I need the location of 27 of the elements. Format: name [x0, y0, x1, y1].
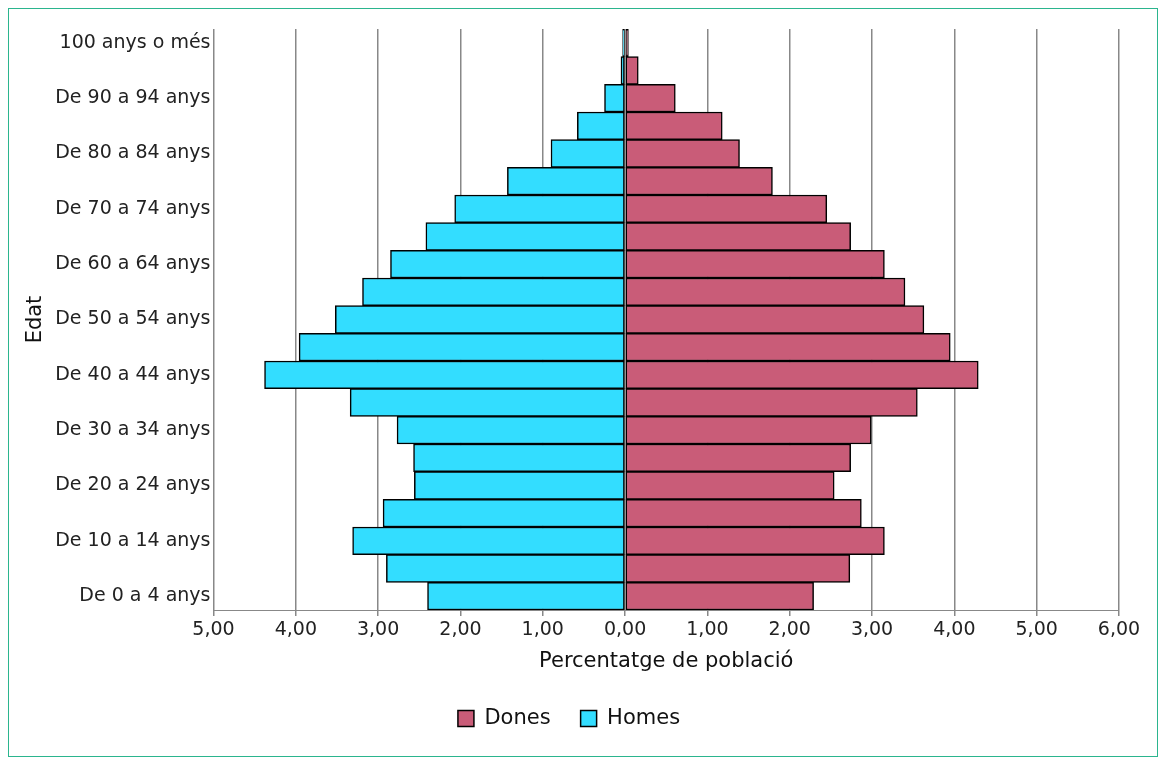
x-tick-label: 0,00 — [603, 617, 647, 640]
x-tick-label: 2,00 — [439, 617, 482, 640]
y-tick-label: De 60 a 64 anys — [55, 251, 211, 274]
legend-label: Dones — [484, 704, 551, 729]
y-tick-label: 100 anys o més — [59, 29, 211, 52]
y-axis-title: Edat — [22, 295, 47, 344]
x-tick-label: 5,00 — [192, 617, 235, 640]
y-tick-label: De 0 a 4 anys — [79, 583, 211, 606]
y-tick-label: De 90 a 94 anys — [55, 85, 211, 108]
y-tick-label: De 20 a 24 anys — [55, 472, 211, 495]
y-tick-label: De 40 a 44 anys — [55, 361, 211, 384]
x-tick-label: 3,00 — [850, 617, 894, 640]
x-tick-label: 3,00 — [356, 617, 400, 640]
y-tick-label: De 30 a 34 anys — [55, 417, 211, 440]
x-tick-label: 2,00 — [768, 617, 811, 640]
y-tick-label: De 70 a 74 anys — [55, 195, 211, 218]
x-tick-label: 6,00 — [1097, 617, 1141, 640]
x-axis-title: Percentatge de població — [539, 647, 794, 672]
y-tick-label: De 80 a 84 anys — [55, 140, 211, 163]
legend-label: Homes — [607, 704, 681, 729]
x-tick-label: 1,00 — [521, 617, 564, 640]
x-tick-label: 4,00 — [933, 617, 976, 640]
x-tick-label: 4,00 — [274, 617, 317, 640]
y-tick-label: De 10 a 14 anys — [55, 527, 211, 550]
x-tick-label: 1,00 — [686, 617, 729, 640]
x-tick-label: 5,00 — [1015, 617, 1058, 640]
y-tick-label: De 50 a 54 anys — [55, 306, 211, 329]
